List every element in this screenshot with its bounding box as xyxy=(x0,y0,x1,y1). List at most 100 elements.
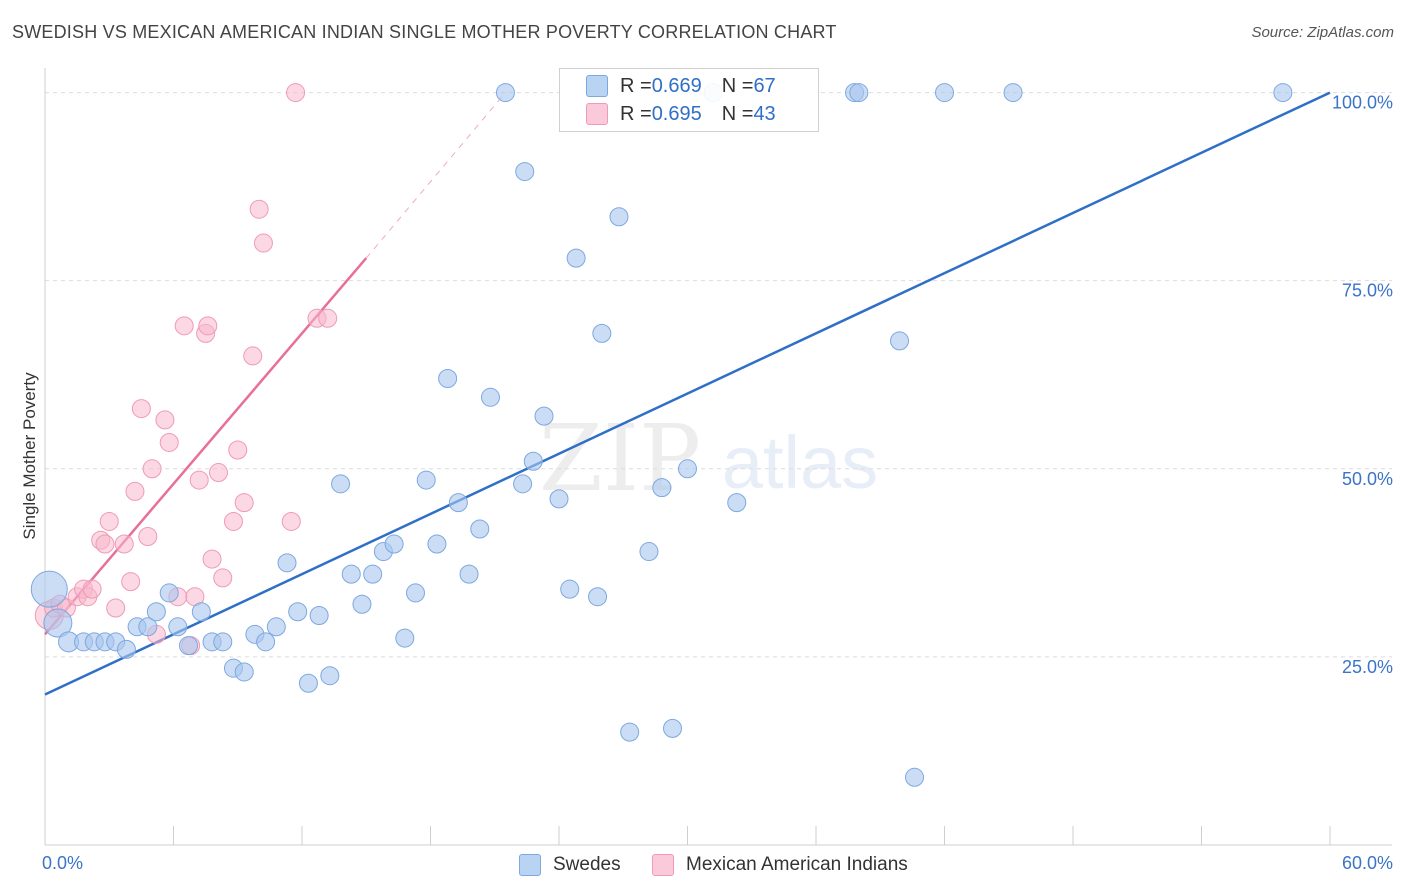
swedes-point xyxy=(427,534,447,554)
r-value: 0.695 xyxy=(651,102,702,125)
swedes-point xyxy=(448,493,468,513)
swedes-point xyxy=(159,583,179,603)
swedes-point xyxy=(352,594,372,614)
swedes-point xyxy=(168,617,188,637)
mexican-point xyxy=(198,316,218,336)
swedes-point xyxy=(620,722,640,742)
swedes-swatch xyxy=(519,854,541,876)
swedes-point xyxy=(43,608,73,638)
mexican-point xyxy=(281,511,301,531)
swedes-point xyxy=(727,493,747,513)
swedes-point xyxy=(905,767,925,787)
swedes-point xyxy=(639,542,659,562)
mexican-point xyxy=(228,440,248,460)
swedes-point xyxy=(363,564,383,584)
y-tick-label: 50.0% xyxy=(1342,469,1393,489)
mexican-swatch xyxy=(652,854,674,876)
swedes-point xyxy=(480,387,500,407)
mexican-point xyxy=(286,83,306,103)
trend-lines xyxy=(44,91,1331,696)
mexican-point xyxy=(82,579,102,599)
legend-row-mexican: R = 0.695 N = 43 xyxy=(586,100,776,128)
tick-labels: 25.0% 50.0% 75.0% 100.0% 0.0% 60.0% xyxy=(42,93,1393,873)
swedes-point xyxy=(588,587,608,607)
mexican-point xyxy=(208,463,228,483)
swedes-point xyxy=(138,617,158,637)
mexican-point xyxy=(223,511,243,531)
mexican-swatch xyxy=(586,103,608,125)
mexican-point xyxy=(174,316,194,336)
swedes-point xyxy=(146,602,166,622)
y-tick-label: 25.0% xyxy=(1342,657,1393,677)
swedes-point xyxy=(459,564,479,584)
mexican-point xyxy=(138,527,158,547)
chart-source: Source: ZipAtlas.com xyxy=(1251,24,1394,41)
swedes-point xyxy=(560,579,580,599)
swedes-point xyxy=(116,639,136,659)
n-value: 67 xyxy=(753,74,776,97)
legend-item-swedes: Swedes xyxy=(519,852,621,878)
mexican-point xyxy=(121,572,141,592)
swedes-point xyxy=(663,718,683,738)
swedes-point xyxy=(438,368,458,388)
swedes-point xyxy=(513,474,533,494)
swedes-point xyxy=(849,83,869,103)
swedes-point xyxy=(191,602,211,622)
mexican-point xyxy=(243,346,263,366)
mexican-point xyxy=(106,598,126,618)
swedes-point xyxy=(1273,83,1293,103)
mexican-trend-extension xyxy=(365,92,506,259)
mexican-point xyxy=(253,233,273,253)
grid xyxy=(45,92,1392,658)
legend-label: Mexican American Indians xyxy=(686,854,908,875)
mexican-point xyxy=(234,493,254,513)
n-label: N = xyxy=(721,74,754,97)
swedes-point xyxy=(495,83,515,103)
swedes-point xyxy=(30,570,68,608)
swedes-point xyxy=(213,632,233,652)
swedes-point xyxy=(534,406,554,426)
mexican-point xyxy=(142,459,162,479)
mexican-point xyxy=(159,432,179,452)
x-tick-label: 0.0% xyxy=(42,853,83,873)
legend-label: Swedes xyxy=(553,854,621,875)
swedes-point xyxy=(406,583,426,603)
watermark-atlas: atlas xyxy=(722,421,878,504)
swedes-point xyxy=(331,474,351,494)
legend-item-mexican: Mexican American Indians xyxy=(652,852,908,878)
y-axis-label: Single Mother Poverty xyxy=(20,372,39,540)
swedes-point xyxy=(1003,83,1023,103)
r-label: R = xyxy=(620,102,652,125)
swedes-point xyxy=(395,628,415,648)
mexican-point xyxy=(99,511,119,531)
swedes-point xyxy=(515,162,535,182)
swedes-point xyxy=(609,207,629,227)
swedes-points xyxy=(30,83,1293,787)
swedes-point xyxy=(652,478,672,498)
swedes-point xyxy=(416,470,436,490)
legend-row-swedes: R = 0.669 N = 67 xyxy=(586,72,776,100)
mexican-point xyxy=(249,199,269,219)
mexican-point xyxy=(95,534,115,554)
swedes-point xyxy=(566,248,586,268)
swedes-point xyxy=(277,553,297,573)
mexican-point xyxy=(131,399,151,419)
mexican-point xyxy=(125,481,145,501)
swedes-point xyxy=(309,606,329,626)
correlation-legend: R = 0.669 N = 67 R = 0.695 N = 43 xyxy=(559,68,819,132)
swedes-point xyxy=(935,83,954,103)
swedes-point xyxy=(288,602,308,622)
swedes-point xyxy=(592,323,612,343)
n-label: N = xyxy=(721,102,754,125)
y-tick-label: 75.0% xyxy=(1342,281,1393,301)
swedes-point xyxy=(523,451,543,471)
swedes-point xyxy=(890,331,910,351)
swedes-point xyxy=(678,459,697,479)
y-tick-label: 100.0% xyxy=(1332,93,1393,113)
x-tick-label: 60.0% xyxy=(1342,853,1393,873)
r-value: 0.669 xyxy=(651,74,702,97)
swedes-swatch xyxy=(586,75,608,97)
n-value: 43 xyxy=(753,102,776,125)
watermark: ZIP atlas xyxy=(539,405,878,512)
